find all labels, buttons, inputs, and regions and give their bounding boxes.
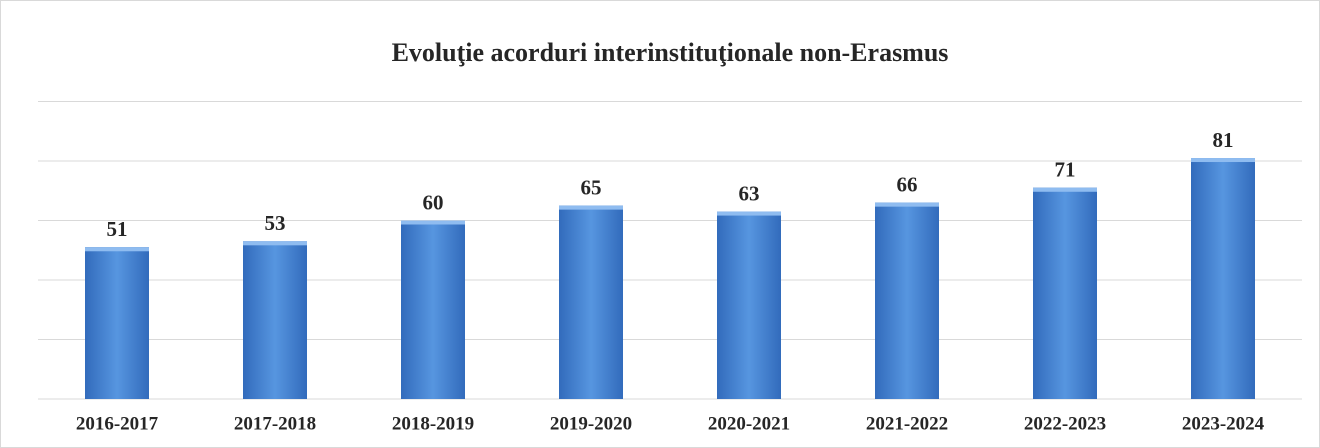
bar-shade [243, 241, 307, 399]
bar-bevel [243, 241, 307, 246]
x-tick-label: 2019-2020 [550, 413, 632, 434]
x-tick-label: 2023-2024 [1182, 413, 1265, 434]
bar-shade [1033, 187, 1097, 399]
bar-bevel [717, 211, 781, 216]
chart-title: Evoluţie acorduri interinstituţionale no… [392, 38, 949, 67]
bar-bevel [85, 247, 149, 252]
bar-shade [401, 220, 465, 399]
value-label: 71 [1055, 158, 1076, 182]
bar-shade [559, 205, 623, 399]
x-tick-label: 2016-2017 [76, 413, 159, 434]
bar-shade [1191, 158, 1255, 399]
x-tick-label: 2021-2022 [866, 413, 948, 434]
bar-bevel [1033, 187, 1097, 192]
bar-shade [875, 202, 939, 399]
value-label: 53 [265, 211, 286, 235]
x-tick-label: 2020-2021 [708, 413, 790, 434]
bar-shade [85, 247, 149, 399]
bar-bevel [559, 205, 623, 210]
bar-shade [717, 211, 781, 399]
value-label: 81 [1213, 128, 1234, 152]
value-label: 51 [107, 217, 128, 241]
value-label: 60 [423, 190, 444, 214]
x-tick-label: 2018-2019 [392, 413, 474, 434]
bar-bevel [875, 202, 939, 207]
bar-bevel [1191, 158, 1255, 163]
bar-bevel [401, 220, 465, 225]
value-label: 65 [581, 175, 602, 199]
x-tick-label: 2022-2023 [1024, 413, 1106, 434]
value-label: 66 [897, 172, 918, 196]
x-tick-label: 2017-2018 [234, 413, 316, 434]
value-label: 63 [739, 181, 760, 205]
